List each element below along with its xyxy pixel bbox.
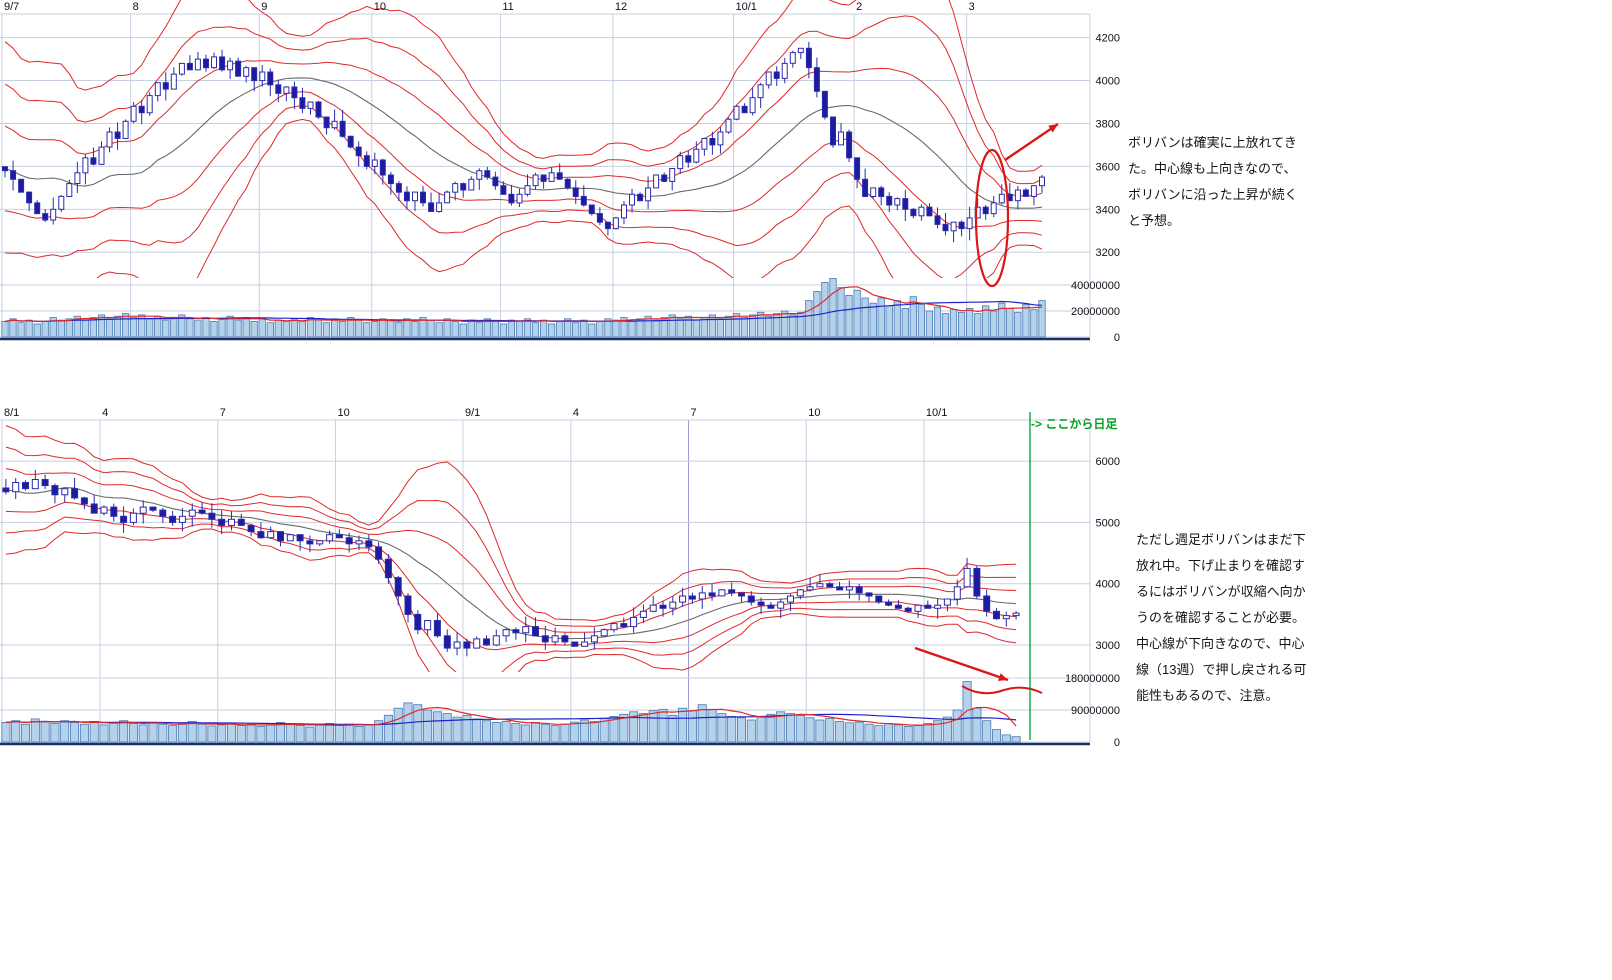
drawn-annotations <box>914 412 1043 740</box>
svg-text:5000: 5000 <box>1096 517 1120 529</box>
daily-analysis-note: ボリバンは確実に上放れてきた。中心線も上向きなので、ボリバンに沿った上昇が続くと… <box>1128 135 1298 228</box>
grid-layer <box>0 13 1091 338</box>
svg-text:11: 11 <box>502 1 513 13</box>
svg-text:10: 10 <box>374 1 386 13</box>
svg-text:0: 0 <box>1114 332 1120 344</box>
volume-layer <box>1 681 1021 743</box>
svg-text:3600: 3600 <box>1096 161 1120 173</box>
svg-text:0: 0 <box>1114 737 1120 749</box>
svg-text:3200: 3200 <box>1096 247 1120 259</box>
bollinger-bands-layer <box>5 425 1017 672</box>
svg-text:7: 7 <box>691 407 697 419</box>
svg-text:90000000: 90000000 <box>1071 705 1120 717</box>
trend-arrow-head <box>998 673 1008 681</box>
svg-text:40000000: 40000000 <box>1071 280 1120 292</box>
candles-layer <box>2 41 1045 243</box>
svg-text:8: 8 <box>133 1 139 13</box>
svg-text:10: 10 <box>808 407 820 419</box>
grid-layer <box>0 419 1091 743</box>
svg-text:12: 12 <box>615 1 627 13</box>
candles-layer <box>2 469 1020 657</box>
svg-text:3800: 3800 <box>1096 119 1120 131</box>
svg-text:9: 9 <box>261 1 267 13</box>
svg-text:8/1: 8/1 <box>4 407 19 419</box>
svg-text:4: 4 <box>573 407 579 419</box>
svg-text:3: 3 <box>969 1 975 13</box>
svg-text:10/1: 10/1 <box>926 407 947 419</box>
weekly-chart-panel: 8/1 4 7 10 9/1 4 7 10 10/1 6000 5000 4000 3000 180000… <box>0 404 1160 754</box>
svg-text:3000: 3000 <box>1096 640 1120 652</box>
highlight-ellipse <box>974 148 1010 288</box>
axis-labels: 8/1 4 7 10 9/1 4 7 10 10/1 6000 5000 4000 3000 180000… <box>4 407 1120 749</box>
svg-text:10: 10 <box>337 407 349 419</box>
daily-chart-panel: 9/7 8 9 10 11 12 10/1 2 3 4200 4000 3800 3600 3400 320… <box>0 0 1160 348</box>
svg-text:4000: 4000 <box>1096 579 1120 591</box>
weekly-analysis-note: ただし週足ボリバンはまだ下放れ中。下げ止まりを確認するにはボリバンが収縮へ向かう… <box>1136 532 1307 703</box>
svg-text:4200: 4200 <box>1096 33 1120 45</box>
trend-arrow <box>1004 123 1059 161</box>
volume-layer <box>1 278 1046 338</box>
bollinger-bands-layer <box>4 0 1043 278</box>
svg-text:9/7: 9/7 <box>4 1 19 13</box>
svg-text:180000000: 180000000 <box>1065 673 1120 685</box>
svg-text:4: 4 <box>102 407 108 419</box>
support-squiggle <box>961 685 1043 695</box>
svg-text:4000: 4000 <box>1096 76 1120 88</box>
trend-arrow-head <box>1048 124 1058 133</box>
svg-text:7: 7 <box>220 407 226 419</box>
svg-text:6000: 6000 <box>1096 456 1120 468</box>
svg-text:9/1: 9/1 <box>465 407 480 419</box>
svg-text:2: 2 <box>856 1 862 13</box>
axis-labels: 9/7 8 9 10 11 12 10/1 2 3 4200 4000 3800 3600 3400 320… <box>4 1 1120 344</box>
svg-text:3400: 3400 <box>1096 204 1120 216</box>
drawn-annotations <box>974 123 1059 288</box>
svg-text:20000000: 20000000 <box>1071 306 1120 318</box>
daily-chart-canvas[interactable]: 9/7 8 9 10 11 12 10/1 2 3 4200 4000 3800 3600 3400 320… <box>0 0 1160 348</box>
trend-arrow <box>914 646 1009 682</box>
daily-transition-label: -> ここから日足 <box>1031 417 1118 431</box>
svg-text:10/1: 10/1 <box>736 1 757 13</box>
weekly-chart-canvas[interactable]: 8/1 4 7 10 9/1 4 7 10 10/1 6000 5000 4000 3000 180000… <box>0 404 1160 754</box>
